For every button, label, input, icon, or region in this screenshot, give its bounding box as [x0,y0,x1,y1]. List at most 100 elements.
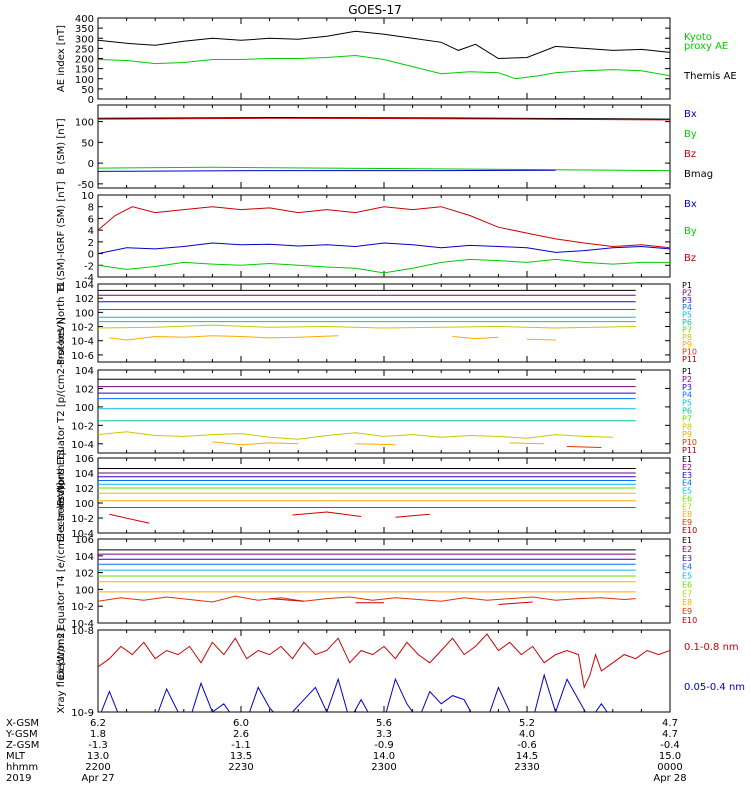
y-tick-label: 4 [88,226,94,237]
legend-entry-xray: 0.05-0.4 nm [684,682,745,693]
x-tick-label: 6.0 [233,718,249,729]
x-tick-label: 2.6 [233,729,249,740]
y-tick-label: 104 [75,280,94,291]
legend-entry-et3: E10 [682,526,697,535]
legend-entry-xray: 0.1-0.8 nm [684,642,739,653]
panel-xray: 10-9 10-8 Xray flux [W/m2] 0.1-0.8 nm 0.05-0… [56,626,745,719]
y-axis-label-pt1: Protons North T1 [56,281,67,365]
chart-title: GOES-17 [348,3,402,17]
legend-entry-bigrf: By [684,226,697,237]
x-tick-label: -0.4 [660,740,680,751]
legend-entry-pt2: P5 [682,399,692,408]
y-tick-label: 104 [75,469,94,480]
y-tick-label: 400 [75,14,94,25]
legend-entry-pt1: P2 [682,288,692,297]
legend-entry-pt2: P6 [682,407,692,416]
series-line-bsm-0 [98,116,670,120]
legend-entry-pt1: P3 [682,296,692,305]
x-tick-label: 2230 [228,762,253,773]
y-axis-label-et4: Electrons Equator T4 [e/(cm2-s-sr-keV)] [56,482,67,679]
x-row-label: Y-GSM [5,729,38,740]
y-tick-label: 10-2 [71,602,94,613]
x-tick-label: 5.2 [519,718,535,729]
legend-entry-pt1: P6 [682,318,692,327]
legend-entry-pt1: P9 [682,340,692,349]
legend-entry-pt2: P11 [682,446,697,455]
y-tick-label: 10 [81,191,94,202]
y-axis-label-xray: Xray flux [W/m2] [56,628,67,713]
x-tick-label: 5.6 [376,718,392,729]
legend-entry-et3: E3 [682,471,692,480]
x-tick-label: 3.3 [376,729,392,740]
y-axis-label-ae: AE index [nT] [56,25,67,92]
legend-entry-et4: E9 [682,607,692,616]
series-line-ae-1 [98,54,670,80]
series-group-ae [98,30,670,80]
legend-entry-bigrf: Bz [684,253,696,264]
legend-entry-et4: E5 [682,572,692,581]
y-tick-label: -50 [78,180,94,191]
x-tick-label: 4.7 [662,729,678,740]
series-group-bigrf [98,206,670,274]
x-row-label: hhmm [6,762,38,773]
y-tick-label: 106 [75,535,94,546]
x-tick-label: Apr 27 [81,773,114,784]
panel-pt2: 10-4 10-2 100 102 104 Protons Equator T2 [p/(… [56,317,697,506]
legend-entry-et3: E7 [682,502,692,511]
x-tick-label: 0000 [657,762,682,773]
y-tick-label: -4 [84,273,94,284]
y-tick-label: 10-4 [71,529,94,540]
series-line-pt1-6 [98,324,636,329]
y-axis-label-et3: Electrons North T3 [56,449,67,542]
legend-entry-pt2: P10 [682,438,697,447]
y-tick-label: 10-6 [71,351,94,362]
legend-entry-pt1: P5 [682,311,692,320]
y-tick-label: 0 [88,250,94,261]
series-line-et4-11 [498,601,533,605]
panel-frame-bigrf [97,194,671,278]
y-tick-label: 100 [75,403,94,414]
series-group-bsm [98,116,670,172]
x-tick-label: Apr 28 [653,773,686,784]
legend-entry-bsm: Bx [684,109,697,120]
legend-entry-et3: E8 [682,510,692,519]
y-tick-label: 100 [75,585,94,596]
y-tick-label: 102 [75,384,94,395]
legend-entry-pt2: P2 [682,375,692,384]
y-tick-label: 50 [81,138,94,149]
series-group-pt1 [98,289,636,341]
legend-entry-et3: E5 [682,487,692,496]
y-tick-label: 8 [88,203,94,214]
y-tick-label: 100 [75,308,94,319]
y-tick-label: 10-9 [71,708,94,719]
series-line-ae-0 [98,30,670,60]
legend-entry-bigrf: Bx [684,199,697,210]
series-line-pt1-8 [452,336,499,340]
series-line-et4-9 [269,598,304,602]
y-tick-label: 0 [88,159,94,170]
legend-entry-pt2: P3 [682,383,692,392]
y-tick-label: 0 [88,95,94,106]
x-tick-label: -0.9 [374,740,394,751]
series-line-pt2-6 [98,431,613,440]
y-tick-label: 10-2 [71,323,94,334]
y-tick-label: 250 [75,44,94,55]
legend-entry-pt1: P11 [682,355,697,364]
legend-entry-pt1: P8 [682,333,692,342]
y-axis-label-bigrf: B (SM)-IGRF (SM) [nT] [56,181,67,290]
y-tick-label: 350 [75,24,94,35]
y-tick-label: -2 [84,261,94,272]
series-line-et4-8 [98,595,636,603]
panel-frame-ae [97,17,671,100]
panel-et4: 10-4 10-2 100 102 104 106 Electrons Equator T4… [56,482,697,679]
legend-entry-et4: E7 [682,589,692,598]
legend-entry-pt1: P4 [682,303,692,312]
y-tick-label: 10-4 [71,440,94,451]
series-line-pt2-7 [212,441,299,446]
y-tick-label: 10-4 [71,337,94,348]
series-line-bsm-1 [98,117,670,121]
series-line-bsm-2 [98,166,670,172]
